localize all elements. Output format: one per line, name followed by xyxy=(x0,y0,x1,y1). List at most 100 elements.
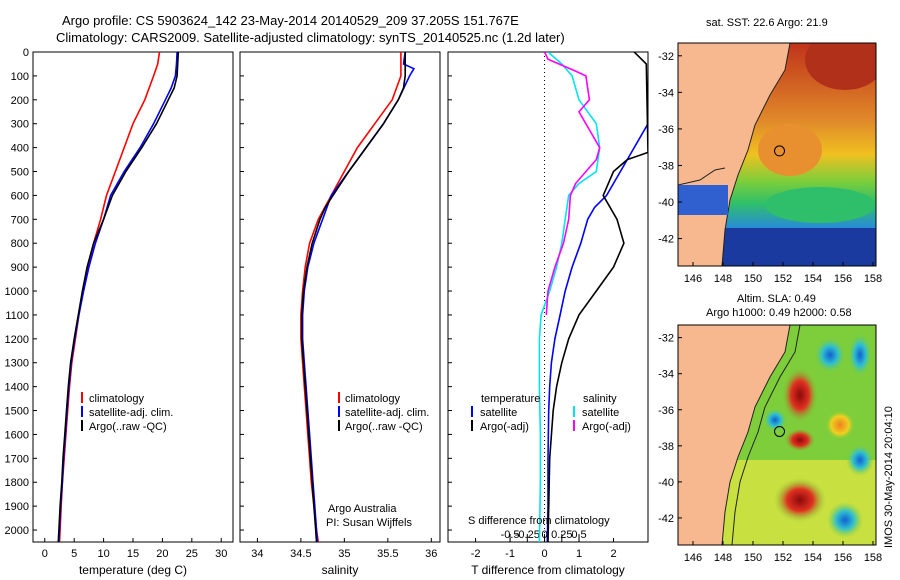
sla-high-3 xyxy=(825,410,855,440)
annotation-argo-australia: Argo Australia xyxy=(328,503,397,515)
map-y-tick-label: -38 xyxy=(658,160,674,172)
series-line-salinity-0 xyxy=(300,52,402,542)
sst-map-frame xyxy=(677,42,877,267)
y-tick-label: 1900 xyxy=(5,501,29,513)
legend-s-satellite: satellite xyxy=(582,407,619,419)
map-y-tick-label: -34 xyxy=(658,87,674,99)
y-tick-label: 800 xyxy=(11,238,29,250)
y-tick-label: 300 xyxy=(11,119,29,131)
y-tick-label: 1800 xyxy=(5,477,29,489)
sst-eddy xyxy=(758,124,822,176)
y-tick-label: 1500 xyxy=(5,406,29,418)
sst-map: sat. SST: 22.6 Argo: 21.9 146 148 150 152 15… xyxy=(658,17,882,285)
series-line-salinity-1 xyxy=(301,52,416,542)
sla-high-2 xyxy=(774,478,826,522)
y-tick-label: 1100 xyxy=(5,310,29,322)
map-x-tick-label: 158 xyxy=(864,273,882,285)
legend-climatology: climatology xyxy=(89,393,145,405)
x-tick-label: 0 xyxy=(541,548,547,560)
map-y-tick-label: -32 xyxy=(658,51,674,63)
map-x-tick-label: 148 xyxy=(714,273,732,285)
map-y-tick-label: -40 xyxy=(658,197,674,209)
sla-high-1 xyxy=(782,367,818,423)
map-x-tick-label: 146 xyxy=(684,273,702,285)
legend-satellite: satellite-adj. clim. xyxy=(89,407,173,419)
map-x-tick-label: 148 xyxy=(714,552,732,564)
x-tick-label: 36 xyxy=(425,548,437,560)
x-tick-label: 25 xyxy=(186,548,198,560)
map-y-tick-label: -34 xyxy=(658,369,674,381)
y-tick-label: 1700 xyxy=(5,453,29,465)
map-y-tick-label: -36 xyxy=(658,124,674,136)
x-tick-label: 20 xyxy=(156,548,168,560)
sla-map: Altim. SLA: 0.49 Argo h1000: 0.49 h2000:… xyxy=(658,293,882,564)
y-tick-label: 200 xyxy=(11,95,29,107)
y-tick-label: 0 xyxy=(23,47,29,59)
map-y-tick-label: -42 xyxy=(658,234,674,246)
coastline xyxy=(721,43,791,266)
sla-low-1 xyxy=(814,337,846,373)
x-tick-label-top: 0 xyxy=(541,529,547,541)
x-tick-label: 15 xyxy=(127,548,139,560)
legend-t-satellite: satellite xyxy=(480,407,517,419)
y-tick-label: 1300 xyxy=(5,358,29,370)
map-x-tick-label: 154 xyxy=(804,273,822,285)
argo-marker xyxy=(774,145,785,157)
map-x-tick-label: 154 xyxy=(804,552,822,564)
x-tick-label: 35.5 xyxy=(377,548,398,560)
sla-high-4 xyxy=(784,428,816,452)
x-tick-label-top: -0.5 xyxy=(501,529,520,541)
salinity-panel-frame xyxy=(239,51,441,543)
annotation-pi: PI: Susan Wijffels xyxy=(326,517,412,529)
x-tick-label: 0 xyxy=(42,548,48,560)
y-tick-label: 500 xyxy=(11,167,29,179)
x-tick-label: 2 xyxy=(610,548,616,560)
series-line-difference-0 xyxy=(546,123,648,542)
x-tick-label: -1 xyxy=(505,548,515,560)
imos-timestamp: IMOS 30-May-2014 20:04:10 xyxy=(883,406,895,548)
x-tick-label-top: 0.25 xyxy=(551,529,572,541)
x-tick-label-top: 0.5 xyxy=(571,529,586,541)
sla-low-4 xyxy=(846,444,874,476)
series-line-temperature-1 xyxy=(58,52,178,542)
y-tick-label: 1600 xyxy=(5,429,29,441)
map-y-tick-label: -40 xyxy=(658,477,674,489)
legend-argo: Argo(..raw -QC) xyxy=(89,421,167,433)
y-tick-label: 2000 xyxy=(5,525,29,537)
x-tick-label: 5 xyxy=(71,548,77,560)
map-y-tick-label: -38 xyxy=(658,441,674,453)
map-x-tick-label: 156 xyxy=(834,273,852,285)
x-tick-label-top: -0.25 xyxy=(515,529,540,541)
map-x-tick-label: 150 xyxy=(744,552,762,564)
series-line-difference-1 xyxy=(547,52,648,542)
x-axis-label: salinity xyxy=(322,563,359,577)
sla-map-title1: Altim. SLA: 0.49 xyxy=(737,293,816,305)
y-tick-label: 1000 xyxy=(5,286,29,298)
coastline xyxy=(721,325,791,545)
series-line-temperature-2 xyxy=(57,52,180,542)
sla-map-title2: Argo h1000: 0.49 h2000: 0.58 xyxy=(706,307,852,319)
map-x-tick-label: 146 xyxy=(684,552,702,564)
land xyxy=(678,325,790,545)
map-y-tick-label: -42 xyxy=(658,513,674,525)
legend-argo: Argo(..raw -QC) xyxy=(345,421,423,433)
x-tick-label: 10 xyxy=(97,548,109,560)
map-x-tick-label: 152 xyxy=(774,273,792,285)
x-tick-label: 35 xyxy=(338,548,350,560)
sla-low-2 xyxy=(848,333,872,377)
y-tick-label: 400 xyxy=(11,143,29,155)
map-x-tick-label: 150 xyxy=(744,273,762,285)
difference-legend: temperature satellite Argo(-adj) salinit… xyxy=(468,393,631,527)
y-tick-label: 700 xyxy=(11,214,29,226)
series-line-difference-2 xyxy=(538,52,601,542)
sst-map-title: sat. SST: 22.6 Argo: 21.9 xyxy=(706,17,828,29)
legend-temperature-heading: temperature xyxy=(481,393,540,405)
map-x-tick-label: 152 xyxy=(774,552,792,564)
map-x-tick-label: 156 xyxy=(834,552,852,564)
map-y-tick-label: -32 xyxy=(658,333,674,345)
x-tick-label: 1 xyxy=(576,548,582,560)
legend-t-argo: Argo(-adj) xyxy=(480,421,529,433)
y-tick-label: 900 xyxy=(11,262,29,274)
y-tick-label: 1400 xyxy=(5,382,29,394)
